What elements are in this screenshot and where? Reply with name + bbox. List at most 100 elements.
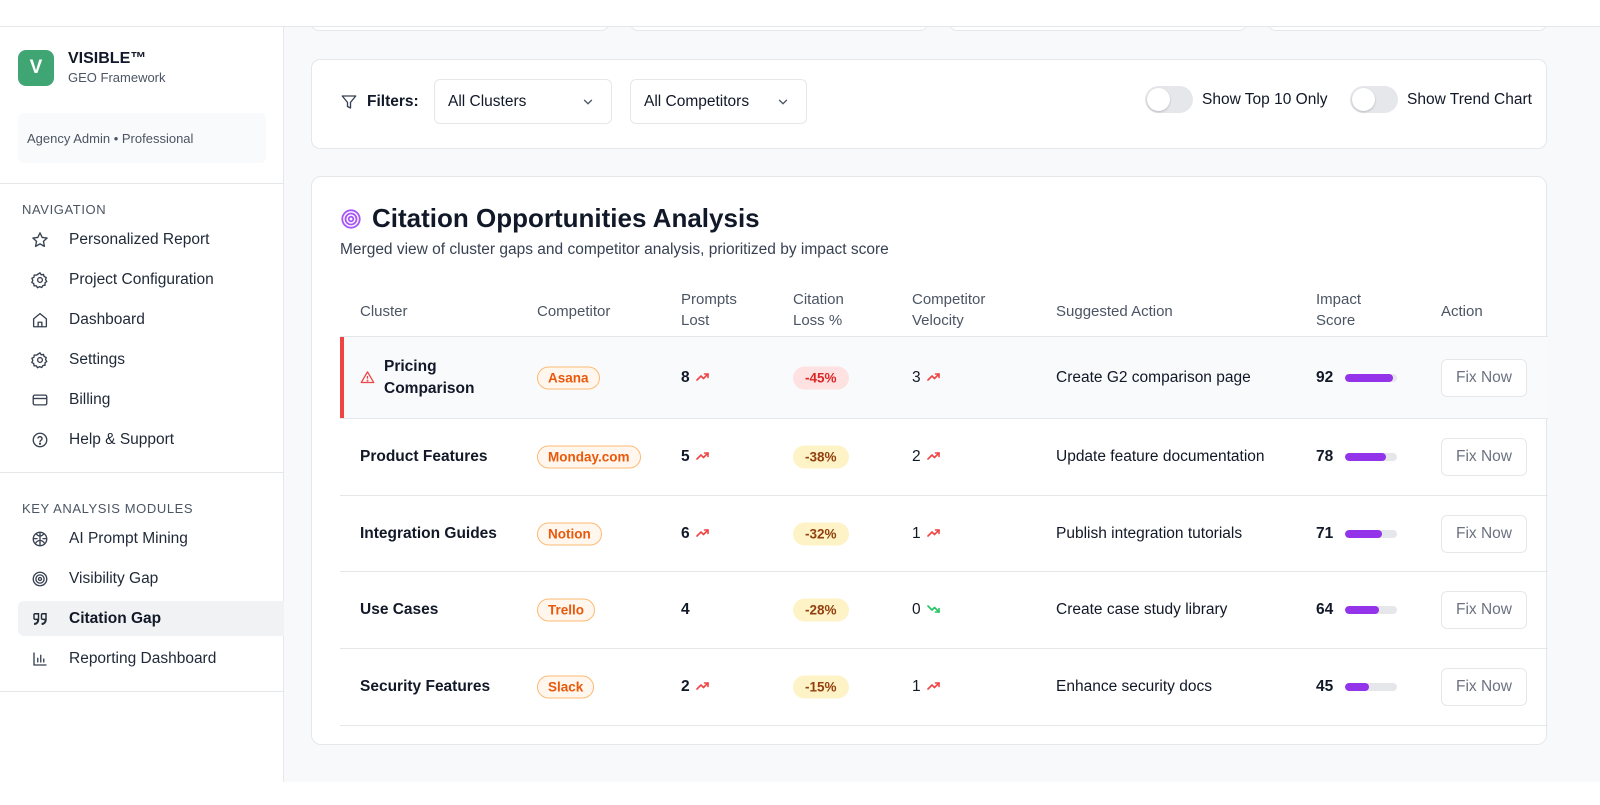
trend-up-icon	[926, 678, 941, 696]
competitor-badge: Notion	[537, 522, 602, 545]
col-prompts-lost: Prompts Lost	[681, 291, 737, 329]
impact-score-cell: 92	[1316, 368, 1398, 387]
sidebar-item-ai-prompt-mining[interactable]: AI Prompt Mining	[18, 521, 284, 556]
sidebar-item-label: Project Configuration	[69, 270, 214, 288]
credit-card-icon	[31, 391, 49, 409]
fix-now-button[interactable]: Fix Now	[1441, 438, 1527, 476]
impact-score-fill	[1345, 606, 1379, 614]
trend-up-icon	[926, 448, 941, 466]
col-impact-score: Impact Score	[1316, 291, 1362, 329]
toggle-knob	[1147, 88, 1170, 111]
col-competitor: Competitor	[537, 303, 611, 320]
sidebar-item-billing[interactable]: Billing	[18, 382, 284, 417]
divider	[0, 183, 284, 184]
trend-up-icon	[926, 369, 941, 387]
sidebar-item-label: Settings	[69, 350, 126, 368]
brain-icon	[31, 530, 49, 548]
target-icon	[31, 570, 49, 588]
stat-card	[311, 27, 609, 31]
trend-up-icon	[695, 678, 710, 696]
sidebar-item-label: AI Prompt Mining	[69, 529, 188, 547]
app-shell: V VISIBLE™ GEO Framework Agency Admin • …	[0, 27, 1600, 782]
competitor-badge: Slack	[537, 675, 595, 699]
brand-subtitle: GEO Framework	[68, 70, 166, 85]
sidebar-item-label: Reporting Dashboard	[69, 649, 217, 667]
sidebar-item-project-configuration[interactable]: Project Configuration	[18, 262, 284, 297]
bottom-strip	[0, 782, 1600, 805]
impact-score-fill	[1345, 373, 1394, 382]
velocity-value: 1	[912, 524, 921, 542]
impact-score-fill	[1345, 453, 1386, 461]
impact-score-cell: 64	[1316, 601, 1398, 619]
citation-loss-badge: -38%	[793, 445, 849, 469]
toggle-knob	[1352, 88, 1375, 111]
panel-title: Citation Opportunities Analysis	[340, 203, 760, 234]
suggested-action: Create G2 comparison page	[1056, 368, 1251, 386]
competitor-select[interactable]: All Competitors	[630, 79, 807, 124]
stat-card	[1268, 27, 1547, 31]
trend-up-icon	[695, 525, 710, 543]
impact-score-fill	[1345, 683, 1369, 691]
sidebar-item-help-support[interactable]: Help & Support	[18, 422, 284, 457]
panel-title-text: Citation Opportunities Analysis	[372, 203, 760, 233]
competitor-badge: Monday.com	[537, 445, 641, 469]
impact-score-value: 64	[1316, 601, 1334, 618]
brand-title: VISIBLE™	[68, 50, 147, 67]
fix-now-button[interactable]: Fix Now	[1441, 591, 1527, 629]
impact-score-bar	[1345, 453, 1398, 461]
impact-score-value: 92	[1316, 368, 1334, 386]
fix-now-button[interactable]: Fix Now	[1441, 668, 1527, 706]
alert-triangle-icon	[360, 371, 375, 384]
prompts-lost-cell: 6	[681, 525, 710, 543]
brand[interactable]: V VISIBLE™ GEO Framework	[18, 49, 166, 87]
impact-score-bar	[1345, 683, 1398, 691]
impact-score-value: 45	[1316, 678, 1334, 695]
target-icon	[341, 208, 361, 229]
fix-now-button[interactable]: Fix Now	[1441, 358, 1527, 397]
prompts-lost-cell: 5	[681, 448, 710, 466]
trend-down-icon	[926, 601, 941, 619]
cluster-select[interactable]: All Clusters	[434, 79, 612, 124]
sidebar-item-citation-gap[interactable]: Citation Gap	[18, 601, 284, 636]
top10-toggle[interactable]	[1145, 86, 1193, 113]
sidebar-item-visibility-gap[interactable]: Visibility Gap	[18, 561, 284, 596]
trend-chart-toggle[interactable]	[1350, 86, 1398, 113]
competitor-badge: Trello	[537, 598, 596, 622]
prompts-lost-cell: 2	[681, 678, 710, 696]
sidebar-item-label: Personalized Report	[69, 230, 210, 248]
cluster-name-line2: Comparison	[384, 379, 475, 397]
sidebar-item-reporting-dashboard[interactable]: Reporting Dashboard	[18, 641, 284, 676]
help-circle-icon	[31, 431, 49, 449]
velocity-value: 0	[912, 601, 921, 618]
impact-score-bar	[1345, 606, 1398, 614]
col-action: Action	[1441, 303, 1483, 320]
col-citation-loss: Citation Loss %	[793, 291, 844, 329]
velocity-value: 3	[912, 368, 921, 386]
cluster-select-value: All Clusters	[448, 92, 527, 110]
trend-toggle-group: Show Trend Chart	[1350, 86, 1532, 113]
sidebar-item-dashboard[interactable]: Dashboard	[18, 302, 284, 337]
filters-bar: Filters: All Clusters All Competitors Sh…	[311, 59, 1547, 149]
top10-toggle-label: Show Top 10 Only	[1202, 90, 1328, 108]
table-row: Pricing Comparison Asana 8 -45% 3 Create G2 co…	[340, 337, 1548, 419]
col-cluster: Cluster	[360, 303, 408, 320]
velocity-cell: 0	[912, 601, 941, 619]
sidebar-item-label: Visibility Gap	[69, 569, 159, 587]
fix-now-button[interactable]: Fix Now	[1441, 514, 1527, 553]
impact-score-cell: 78	[1316, 448, 1398, 466]
sidebar-item-personalized-report[interactable]: Personalized Report	[18, 222, 284, 257]
prompts-lost-cell: 4	[681, 601, 690, 619]
filter-icon	[341, 95, 357, 109]
prompts-lost-value: 6	[681, 524, 690, 542]
sidebar-item-settings[interactable]: Settings	[18, 342, 284, 377]
impact-score-bar	[1345, 529, 1398, 538]
prompts-lost-value: 2	[681, 678, 690, 695]
stat-card	[949, 27, 1247, 31]
velocity-cell: 1	[912, 525, 941, 543]
main-content: Filters: All Clusters All Competitors Sh…	[284, 27, 1600, 782]
cluster-name: Pricing	[384, 357, 437, 375]
filters-label-text: Filters:	[367, 93, 419, 110]
competitor-badge: Asana	[537, 366, 600, 389]
cluster-name: Integration Guides	[360, 524, 497, 542]
sidebar: V VISIBLE™ GEO Framework Agency Admin • …	[0, 27, 284, 782]
